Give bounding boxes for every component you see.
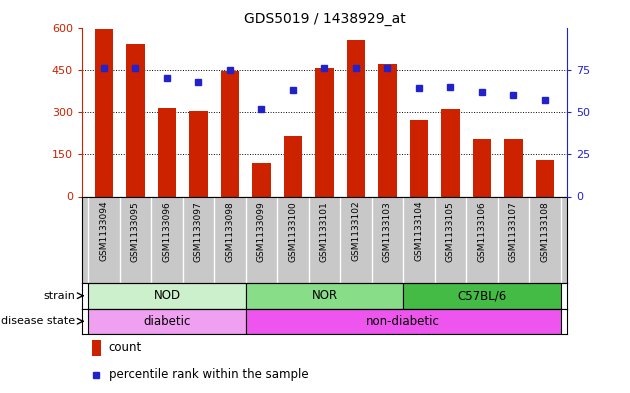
Text: GSM1133103: GSM1133103 (383, 201, 392, 262)
Bar (441, 109, 460, 196)
Bar (94, 29, 113, 196)
Text: GSM1133098: GSM1133098 (226, 201, 234, 262)
Text: C57BL/6: C57BL/6 (457, 289, 507, 302)
Text: GSM1133096: GSM1133096 (163, 201, 171, 262)
Bar (91, 340, 101, 356)
Text: strain: strain (43, 291, 76, 301)
Title: GDS5019 / 1438929_at: GDS5019 / 1438929_at (244, 13, 405, 26)
Text: diabetic: diabetic (143, 315, 191, 328)
Bar (536, 160, 554, 196)
Text: percentile rank within the sample: percentile rank within the sample (108, 368, 308, 382)
Bar (504, 139, 523, 196)
Text: GSM1133105: GSM1133105 (446, 201, 455, 262)
Bar (410, 120, 428, 196)
Text: count: count (108, 342, 142, 354)
Text: GSM1133097: GSM1133097 (194, 201, 203, 262)
Bar (246, 309, 561, 334)
Bar (346, 40, 365, 196)
Text: GSM1133101: GSM1133101 (320, 201, 329, 262)
Text: GSM1133108: GSM1133108 (541, 201, 549, 262)
Bar (88, 309, 246, 334)
Text: GSM1133104: GSM1133104 (415, 201, 423, 261)
Text: GSM1133107: GSM1133107 (509, 201, 518, 262)
Bar (472, 139, 491, 196)
Bar (378, 64, 397, 196)
Text: GSM1133106: GSM1133106 (478, 201, 486, 262)
Bar (189, 110, 208, 196)
Text: disease state: disease state (1, 316, 76, 326)
Bar (246, 283, 403, 309)
Text: GSM1133099: GSM1133099 (257, 201, 266, 262)
Text: GSM1133100: GSM1133100 (289, 201, 297, 262)
Bar (126, 44, 145, 196)
Bar (220, 71, 239, 196)
Text: NOR: NOR (311, 289, 338, 302)
Text: GSM1133094: GSM1133094 (100, 201, 108, 261)
Bar (252, 163, 271, 196)
Text: GSM1133102: GSM1133102 (352, 201, 360, 261)
Bar (158, 108, 176, 196)
Bar (403, 283, 561, 309)
Text: NOD: NOD (153, 289, 181, 302)
Bar (315, 68, 334, 196)
Text: GSM1133095: GSM1133095 (131, 201, 140, 262)
Bar (284, 136, 302, 196)
Bar (88, 283, 246, 309)
Text: non-diabetic: non-diabetic (366, 315, 440, 328)
